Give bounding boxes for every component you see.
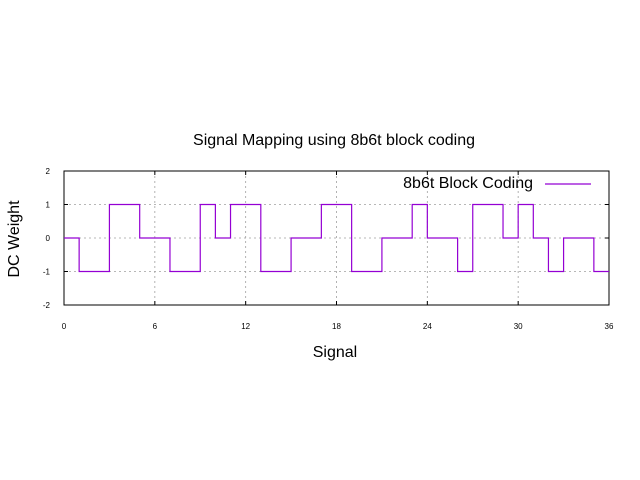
x-tick-label: 30	[514, 322, 523, 331]
legend: 8b6t Block Coding	[403, 175, 591, 192]
x-tick-label: 0	[62, 322, 67, 331]
legend-label-8b6t: 8b6t Block Coding	[403, 175, 533, 192]
y-tick-label: -2	[43, 301, 51, 310]
series-line-0	[64, 203, 609, 273]
x-tick-label: 18	[332, 322, 341, 331]
y-axis-label: DC Weight	[6, 200, 23, 278]
y-tick-label: 1	[46, 201, 51, 210]
x-tick-label: 36	[605, 322, 614, 331]
y-tick-label: 2	[46, 167, 51, 176]
series-layer	[64, 203, 609, 273]
x-tick-label: 24	[423, 322, 432, 331]
chart-title: Signal Mapping using 8b6t block coding	[193, 132, 475, 149]
y-tick-label: 0	[46, 234, 51, 243]
x-tick-label: 12	[241, 322, 250, 331]
x-tick-label: 6	[153, 322, 158, 331]
y-tick-label: -1	[43, 268, 51, 277]
x-axis-label: Signal	[313, 344, 357, 361]
